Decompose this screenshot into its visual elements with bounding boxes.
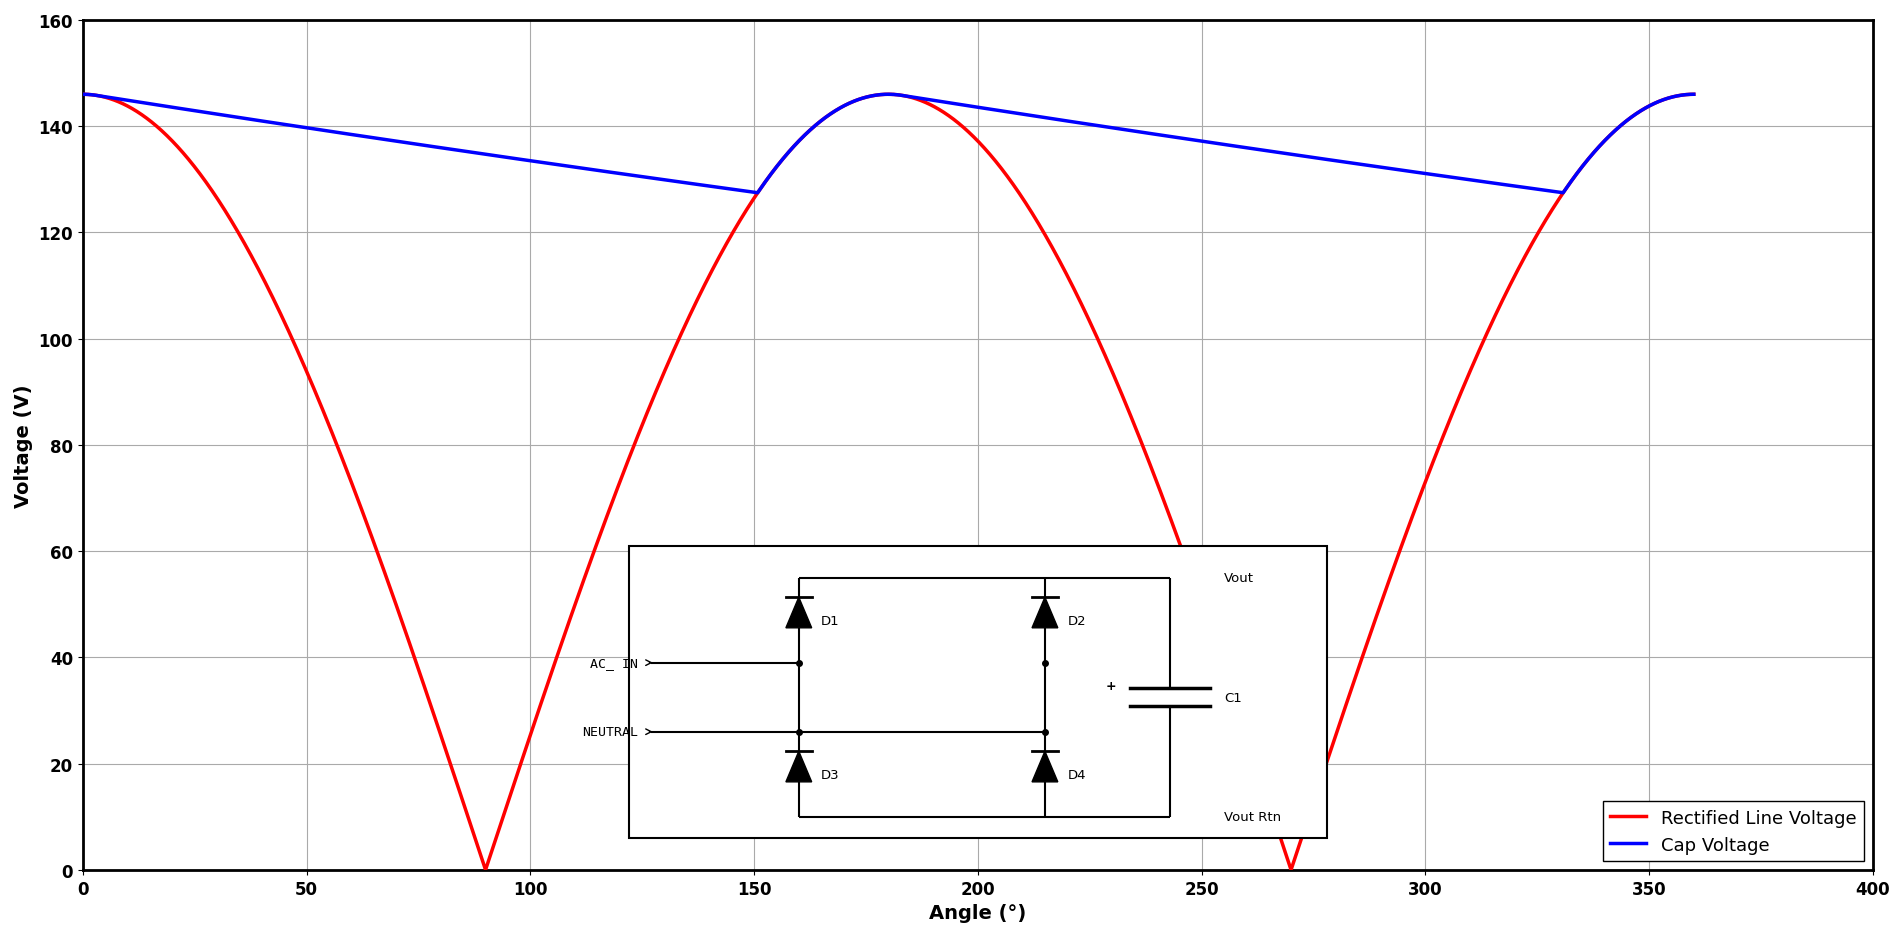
Cap Voltage <box>173 105 196 116</box>
Legend: Rectified Line Voltage, Cap Voltage: Rectified Line Voltage, Cap Voltage <box>1603 801 1864 861</box>
Polygon shape <box>786 597 811 628</box>
Cap Voltage <box>265 119 288 130</box>
Cap Voltage <box>1316 154 1339 166</box>
Cap Voltage <box>571 164 594 175</box>
Y-axis label: Voltage (V): Voltage (V) <box>13 384 32 507</box>
Rectified Line Voltage <box>70 90 93 101</box>
Rectified Line Voltage <box>573 574 596 585</box>
Cap Voltage <box>1184 136 1207 147</box>
Cap Voltage <box>263 118 286 129</box>
Cap Voltage <box>1683 90 1706 101</box>
Cap Voltage <box>746 188 769 199</box>
Text: Vout Rtn: Vout Rtn <box>1224 811 1281 824</box>
Bar <box>628 547 1327 838</box>
Text: C1: C1 <box>1224 691 1241 704</box>
Line: Rectified Line Voltage: Rectified Line Voltage <box>82 95 1695 870</box>
Cap Voltage <box>70 90 93 101</box>
Polygon shape <box>1032 597 1059 628</box>
Polygon shape <box>1032 752 1059 782</box>
Text: AC_ IN: AC_ IN <box>590 656 638 669</box>
Rectified Line Voltage <box>1316 755 1339 767</box>
Rectified Line Voltage <box>1683 90 1706 101</box>
Polygon shape <box>786 752 811 782</box>
X-axis label: Angle (°): Angle (°) <box>929 903 1026 922</box>
Text: +: + <box>1106 679 1116 692</box>
Text: D1: D1 <box>821 614 840 627</box>
Rectified Line Voltage <box>1184 584 1207 595</box>
Rectified Line Voltage <box>263 296 286 307</box>
Text: D3: D3 <box>821 768 840 781</box>
Rectified Line Voltage <box>265 300 288 312</box>
Text: NEUTRAL: NEUTRAL <box>583 725 638 739</box>
Text: D2: D2 <box>1068 614 1085 627</box>
Text: D4: D4 <box>1068 768 1085 781</box>
Rectified Line Voltage <box>173 150 196 161</box>
Rectified Line Voltage <box>474 864 497 875</box>
Text: Vout: Vout <box>1224 572 1255 585</box>
Line: Cap Voltage: Cap Voltage <box>82 95 1695 194</box>
